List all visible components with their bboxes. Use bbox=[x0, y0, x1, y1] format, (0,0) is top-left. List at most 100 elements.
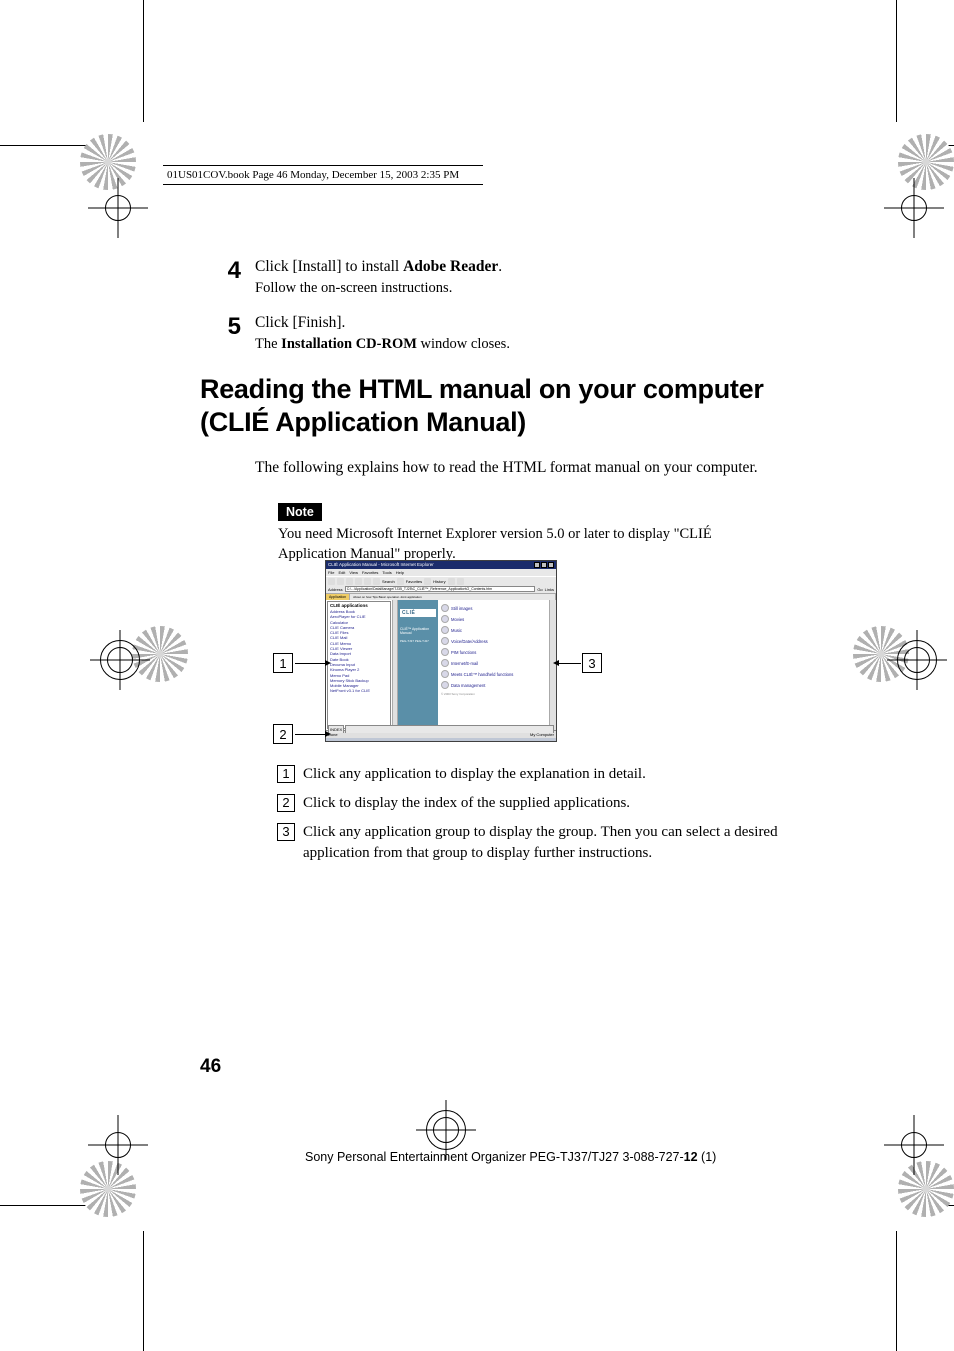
clie-logo: CLIÉ bbox=[400, 609, 436, 617]
legend-text: Click any application group to display t… bbox=[303, 822, 807, 864]
ie-left-panel: CLIÉ applications Address Book AeroPlaye… bbox=[327, 601, 391, 729]
crosshair-icon bbox=[884, 178, 944, 238]
legend-number: 2 bbox=[277, 794, 295, 812]
category-icon bbox=[441, 681, 449, 689]
left-item: Memo Pad bbox=[330, 673, 388, 678]
crosshair-icon bbox=[88, 1115, 148, 1175]
menu-edit: Edit bbox=[338, 570, 345, 575]
ie-toolbar: Search Favorites History bbox=[326, 576, 556, 585]
crosshair-icon bbox=[90, 630, 150, 690]
close-icon bbox=[548, 562, 554, 568]
page-number: 46 bbox=[200, 1056, 221, 1078]
left-item: CLIE Files bbox=[330, 630, 388, 635]
category-icon bbox=[441, 626, 449, 634]
category-icon bbox=[441, 659, 449, 667]
favorites-icon bbox=[397, 578, 404, 585]
left-item: CLIE Mail bbox=[330, 635, 388, 640]
note-text: You need Microsoft Internet Explorer ver… bbox=[278, 525, 778, 564]
ie-title: CLIÉ Application Manual - Microsoft Inte… bbox=[328, 562, 434, 568]
left-item: AeroPlayer for CLIE bbox=[330, 614, 388, 619]
step-4: 4 Click [Install] to install Adobe Reade… bbox=[200, 257, 800, 299]
category-icon bbox=[441, 615, 449, 623]
legend-item: 2 Click to display the index of the supp… bbox=[277, 793, 807, 814]
callout-line bbox=[295, 734, 325, 735]
category-item: Data management bbox=[441, 681, 546, 689]
home-icon bbox=[364, 578, 371, 585]
left-item: Data Import bbox=[330, 651, 388, 656]
print-icon bbox=[457, 578, 464, 585]
crosshair-icon bbox=[884, 1115, 944, 1175]
footer-text: (1) bbox=[698, 1150, 717, 1164]
category-item: Movies bbox=[441, 615, 546, 623]
category-item: Music bbox=[441, 626, 546, 634]
step-number: 4 bbox=[200, 257, 255, 283]
left-item: Address Book bbox=[330, 609, 388, 614]
ie-mid-panel: CLIÉ CLIÉ™ Application Manual PEG-TJ37 P… bbox=[398, 600, 438, 730]
category-item: Internet/E-mail bbox=[441, 659, 546, 667]
menu-favorites: Favorites bbox=[362, 570, 378, 575]
left-item: CLIE Viewer bbox=[330, 646, 388, 651]
legend-text: Click any application to display the exp… bbox=[303, 764, 807, 785]
crop-mark bbox=[143, 1231, 144, 1351]
back-icon bbox=[328, 578, 335, 585]
category-icon bbox=[441, 670, 449, 678]
crosshair-icon bbox=[88, 178, 148, 238]
links-label: Links bbox=[545, 587, 554, 592]
left-item: CLIE Camera bbox=[330, 625, 388, 630]
menu-file: File bbox=[328, 570, 334, 575]
menu-view: View bbox=[349, 570, 358, 575]
step-text: . bbox=[498, 258, 502, 275]
left-panel-header: CLIÉ applications bbox=[330, 603, 388, 608]
left-item: Decuma Input bbox=[330, 662, 388, 667]
legend-item: 3 Click any application group to display… bbox=[277, 822, 807, 864]
legend-list: 1 Click any application to display the e… bbox=[277, 764, 807, 872]
stop-icon bbox=[346, 578, 353, 585]
toolbar-favorites-label: Favorites bbox=[406, 579, 422, 584]
maximize-icon bbox=[541, 562, 547, 568]
toolbar-history-label: History bbox=[433, 579, 445, 584]
step-subtext-bold: Installation CD-ROM bbox=[281, 336, 417, 352]
toolbar-search-label: Search bbox=[382, 579, 395, 584]
crop-mark bbox=[896, 0, 897, 122]
search-icon bbox=[373, 578, 380, 585]
footer-line: Sony Personal Entertainment Organizer PE… bbox=[305, 1150, 716, 1164]
left-item: Calculator bbox=[330, 620, 388, 625]
left-item: Memory Stick Backup bbox=[330, 678, 388, 683]
category-item: Voice/Date/Address bbox=[441, 637, 546, 645]
callout-2: 2 bbox=[273, 724, 293, 744]
step-subtext: Follow the on-screen instructions. bbox=[255, 280, 452, 296]
ie-body: CLIÉ applications Address Book AeroPlaye… bbox=[326, 600, 556, 730]
legend-item: 1 Click any application to display the e… bbox=[277, 764, 807, 785]
category-item: Meets CLIÉ™ handheld functions bbox=[441, 670, 546, 678]
left-item: Mobile Manager bbox=[330, 683, 388, 688]
note-label: Note bbox=[278, 503, 322, 521]
mid-label: CLIÉ™ Application Manual bbox=[400, 627, 436, 635]
step-text-bold: Adobe Reader bbox=[403, 258, 498, 275]
footer-text-bold: 12 bbox=[684, 1150, 698, 1164]
step-5: 5 Click [Finish]. The Installation CD-RO… bbox=[200, 313, 800, 355]
ie-menubar: File Edit View Favorites Tools Help bbox=[326, 569, 556, 576]
legend-text: Click to display the index of the suppli… bbox=[303, 793, 807, 814]
step-text: Click [Finish]. bbox=[255, 314, 345, 331]
tab-application: Application bbox=[326, 594, 350, 600]
history-icon bbox=[424, 578, 431, 585]
arrow-icon bbox=[553, 660, 559, 666]
address-input: C:\...\Application\DataManage\TJ35_TJ25\… bbox=[345, 586, 536, 592]
crop-mark bbox=[896, 1231, 897, 1351]
bottom-area bbox=[345, 725, 554, 733]
address-label: Address bbox=[328, 587, 343, 592]
minimize-icon bbox=[534, 562, 540, 568]
legend-number: 1 bbox=[277, 765, 295, 783]
crosshair-icon bbox=[887, 630, 947, 690]
step-text: Click [Install] to install bbox=[255, 258, 403, 275]
section-heading: Reading the HTML manual on your computer… bbox=[200, 373, 800, 441]
left-item: CLIE Memo bbox=[330, 641, 388, 646]
ie-window: CLIÉ Application Manual - Microsoft Inte… bbox=[325, 560, 557, 742]
menu-tools: Tools bbox=[382, 570, 391, 575]
ie-titlebar: CLIÉ Application Manual - Microsoft Inte… bbox=[326, 561, 556, 569]
step-number: 5 bbox=[200, 313, 255, 339]
intro-paragraph: The following explains how to read the H… bbox=[255, 458, 800, 479]
crop-mark bbox=[143, 0, 144, 122]
menu-help: Help bbox=[396, 570, 404, 575]
forward-icon bbox=[337, 578, 344, 585]
